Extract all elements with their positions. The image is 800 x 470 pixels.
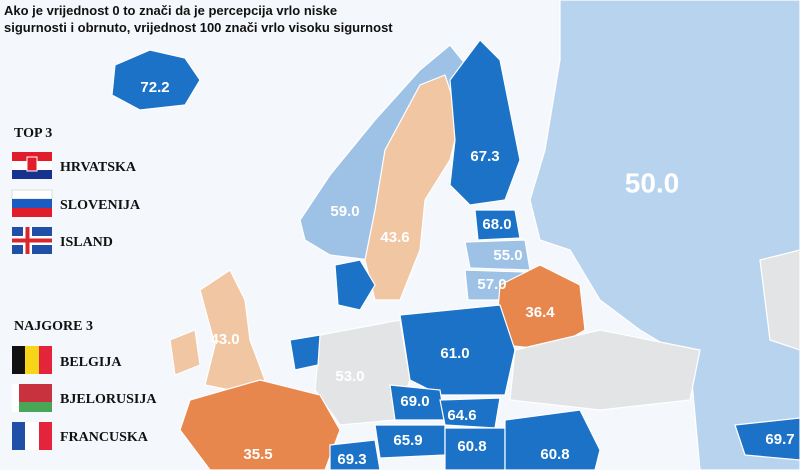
turkey xyxy=(734,417,800,461)
legend-item: FRANCUSKA xyxy=(60,430,149,445)
region-value: 67.3 xyxy=(470,148,499,165)
flag-croatia xyxy=(12,152,52,179)
region-value: 36.4 xyxy=(525,304,555,321)
flag-iceland xyxy=(12,227,52,254)
estonia xyxy=(474,209,521,241)
header-line: sigurnosti i obrnuto, vrijednost 100 zna… xyxy=(4,20,393,35)
region-value: 57.0 xyxy=(477,276,506,293)
region-value: 69.3 xyxy=(337,451,366,468)
region-value: 65.9 xyxy=(393,432,422,449)
flag-slovenia xyxy=(11,189,53,217)
iceland xyxy=(111,49,201,111)
uk xyxy=(199,269,266,391)
hungary xyxy=(444,427,506,470)
denmark xyxy=(334,259,376,311)
region-value: 43.6 xyxy=(380,229,409,246)
legend-title: TOP 3 xyxy=(14,126,52,141)
region-value: 64.6 xyxy=(447,407,476,424)
region-value: 69.0 xyxy=(400,393,429,410)
flag-belarus xyxy=(12,384,52,412)
sweden xyxy=(364,74,461,301)
legend-item: SLOVENIJA xyxy=(60,198,141,213)
finland xyxy=(449,39,521,206)
ukraine xyxy=(509,329,701,411)
russia xyxy=(529,0,800,470)
region-value: 59.0 xyxy=(330,203,359,220)
region-value: 72.2 xyxy=(140,79,169,96)
region-value: 53.0 xyxy=(335,368,364,385)
romania xyxy=(504,409,601,470)
netherlands xyxy=(289,334,321,371)
region-value: 35.5 xyxy=(243,446,272,463)
legend-item: BJELORUSIJA xyxy=(60,392,157,407)
legend-item: BELGIJA xyxy=(60,355,122,370)
region-value: 61.0 xyxy=(440,345,469,362)
legend-item: ISLAND xyxy=(60,235,113,250)
switzerland xyxy=(329,439,381,470)
flag-france xyxy=(12,422,52,450)
legend-title: NAJGORE 3 xyxy=(14,319,93,334)
legend-item: HRVATSKA xyxy=(60,160,137,175)
flag-belgium xyxy=(12,346,52,374)
header-line: Ako je vrijednost 0 to znači da je perce… xyxy=(4,3,337,18)
region-value: 60.8 xyxy=(457,438,486,455)
poland xyxy=(399,304,516,396)
region-value: 60.8 xyxy=(540,446,569,463)
region-value: 43.0 xyxy=(210,331,239,348)
ireland xyxy=(169,329,201,376)
region-value: 69.7 xyxy=(765,431,794,448)
region-value: 55.0 xyxy=(493,247,522,264)
kazakhstan xyxy=(759,249,800,351)
region-value: 68.0 xyxy=(482,216,511,233)
region-value: 50.0 xyxy=(625,167,680,198)
